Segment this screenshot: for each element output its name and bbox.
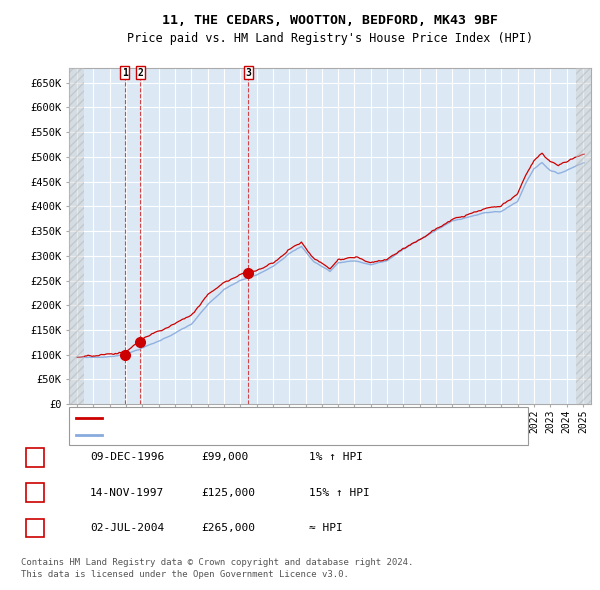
Text: 02-JUL-2004: 02-JUL-2004 (90, 523, 164, 533)
Text: 1: 1 (122, 68, 128, 78)
Text: 2: 2 (31, 488, 38, 497)
Text: 1: 1 (31, 453, 38, 462)
Text: £125,000: £125,000 (201, 488, 255, 497)
Text: 09-DEC-1996: 09-DEC-1996 (90, 453, 164, 462)
Text: 14-NOV-1997: 14-NOV-1997 (90, 488, 164, 497)
Text: £265,000: £265,000 (201, 523, 255, 533)
Text: Contains HM Land Registry data © Crown copyright and database right 2024.
This d: Contains HM Land Registry data © Crown c… (21, 558, 413, 579)
Text: £99,000: £99,000 (201, 453, 248, 462)
Text: HPI: Average price, detached house, Bedford: HPI: Average price, detached house, Bedf… (107, 430, 359, 440)
Text: 3: 3 (31, 523, 38, 533)
Text: 15% ↑ HPI: 15% ↑ HPI (309, 488, 370, 497)
Text: Price paid vs. HM Land Registry's House Price Index (HPI): Price paid vs. HM Land Registry's House … (127, 32, 533, 45)
Text: 11, THE CEDARS, WOOTTON, BEDFORD, MK43 9BF (detached house): 11, THE CEDARS, WOOTTON, BEDFORD, MK43 9… (107, 413, 454, 423)
Text: 3: 3 (245, 68, 251, 78)
Text: ≈ HPI: ≈ HPI (309, 523, 343, 533)
Text: 2: 2 (137, 68, 143, 78)
Text: 1% ↑ HPI: 1% ↑ HPI (309, 453, 363, 462)
Text: 11, THE CEDARS, WOOTTON, BEDFORD, MK43 9BF: 11, THE CEDARS, WOOTTON, BEDFORD, MK43 9… (162, 14, 498, 27)
